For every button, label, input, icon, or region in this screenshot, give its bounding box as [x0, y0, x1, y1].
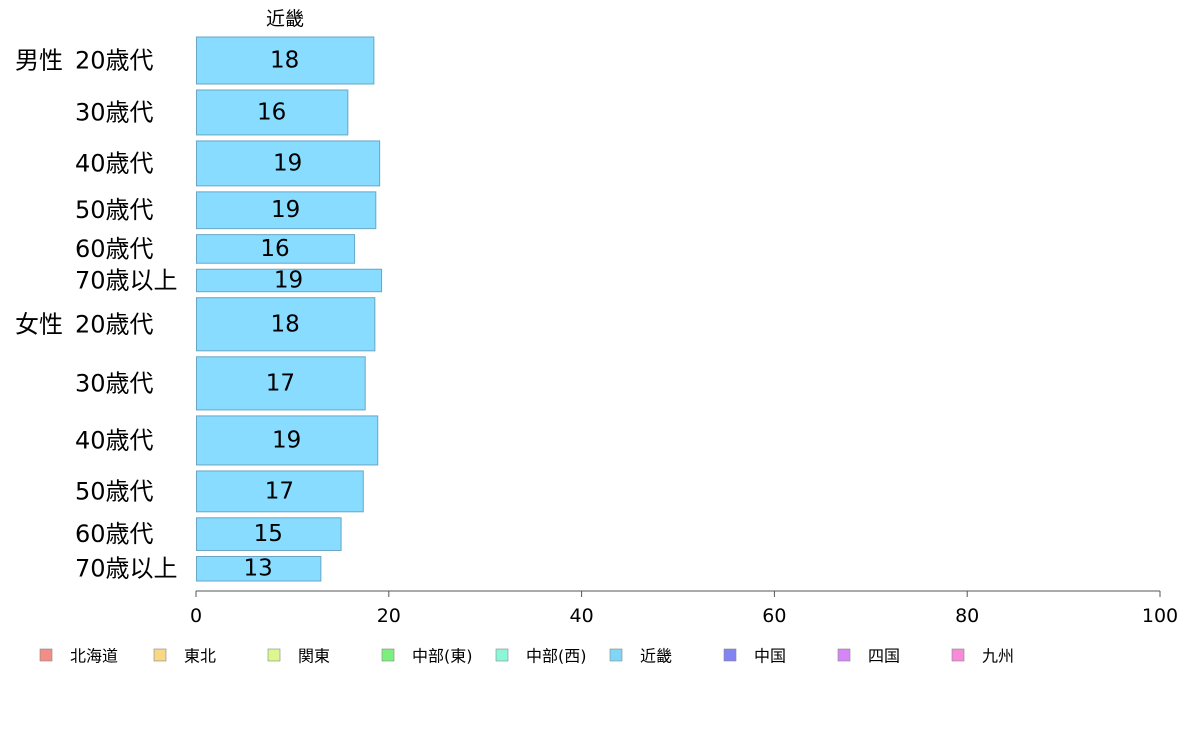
legend-swatch: [837, 648, 851, 662]
bar: [196, 517, 342, 551]
group-label: 男性: [15, 46, 63, 74]
legend-label: 東北: [184, 647, 216, 666]
legend-swatch: [495, 648, 509, 662]
data-label: 19: [272, 427, 301, 453]
bar: [196, 140, 381, 187]
category-label: 50歳代: [75, 196, 154, 224]
legend-label: 中国: [754, 647, 786, 666]
bar: [196, 234, 356, 264]
legend-label: 九州: [982, 647, 1014, 666]
category-label: 60歳代: [75, 235, 154, 263]
data-label: 18: [271, 311, 300, 337]
data-label: 15: [254, 521, 283, 547]
bar: [196, 555, 322, 582]
legend-swatch: [39, 648, 53, 662]
legend-swatch: [267, 648, 281, 662]
bar: [196, 297, 376, 352]
x-tick-label: 40: [570, 605, 594, 627]
legend-label: 四国: [868, 647, 900, 666]
legend-label: 中部(西): [526, 647, 587, 666]
category-label: 40歳代: [75, 149, 154, 177]
legend-label: 北海道: [70, 647, 118, 666]
data-label: 16: [257, 99, 286, 125]
data-label: 13: [244, 556, 273, 582]
x-tick-label: 20: [377, 605, 401, 627]
series-title: 近畿: [266, 8, 304, 30]
x-tick-label: 80: [955, 605, 979, 627]
legend-label: 関東: [298, 647, 330, 666]
legend-label: 近畿: [640, 647, 672, 666]
x-tick-label: 60: [762, 605, 786, 627]
x-axis: 0 20 40 60 80 100: [190, 590, 1178, 627]
legend-swatch: [609, 648, 623, 662]
data-label: 19: [274, 267, 303, 293]
bar: [196, 470, 364, 513]
category-label: 60歳代: [75, 520, 154, 548]
data-label: 16: [260, 236, 289, 262]
category-label: 30歳代: [75, 98, 154, 126]
legend: 北海道 東北 関東 中部(東) 中部(西) 近畿 中国 四国 九州: [39, 647, 1014, 666]
data-label: 17: [266, 370, 295, 396]
bar: [196, 191, 377, 230]
bar: [196, 268, 383, 293]
bar: [196, 36, 375, 85]
group-label: 女性: [15, 310, 63, 338]
category-label: 20歳代: [75, 46, 154, 74]
category-label: 40歳代: [75, 426, 154, 454]
category-label: 20歳代: [75, 310, 154, 338]
legend-label: 中部(東): [412, 647, 473, 666]
category-label: 50歳代: [75, 477, 154, 505]
bar: [196, 356, 366, 411]
legend-swatch: [951, 648, 965, 662]
bars: 18 16 19 19 16 19 18 17 19 17 15 13: [196, 36, 383, 582]
legend-swatch: [153, 648, 167, 662]
data-label: 19: [271, 197, 300, 223]
x-tick-label: 0: [190, 605, 202, 627]
x-tick-label: 100: [1142, 605, 1178, 627]
bar: [196, 415, 379, 466]
category-label: 70歳以上: [75, 266, 178, 294]
category-label: 70歳以上: [75, 555, 178, 583]
category-label: 30歳代: [75, 369, 154, 397]
bar: [196, 89, 349, 136]
legend-swatch: [723, 648, 737, 662]
data-label: 19: [273, 150, 302, 176]
data-label: 17: [265, 478, 294, 504]
data-label: 18: [270, 47, 299, 73]
legend-swatch: [381, 648, 395, 662]
